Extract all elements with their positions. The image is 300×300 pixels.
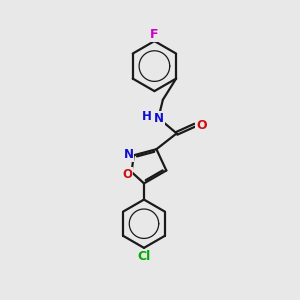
- Text: Cl: Cl: [137, 250, 151, 262]
- Text: N: N: [154, 112, 164, 125]
- Text: F: F: [150, 28, 159, 41]
- Text: O: O: [196, 118, 207, 132]
- Text: H: H: [142, 110, 152, 123]
- Text: O: O: [122, 168, 132, 182]
- Text: N: N: [124, 148, 134, 160]
